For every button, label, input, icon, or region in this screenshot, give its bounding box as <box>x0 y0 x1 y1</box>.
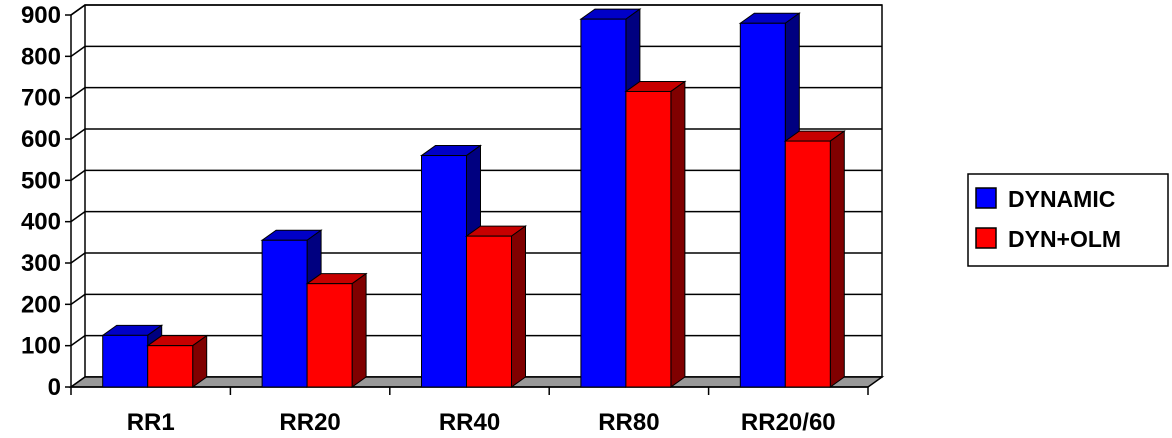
bar-front <box>784 140 831 388</box>
bar-front <box>466 235 512 388</box>
legend-label: DYNAMIC <box>1008 186 1115 212</box>
bar-side <box>829 130 845 388</box>
x-tick-label: RR1 <box>127 409 175 436</box>
x-tick-label: RR80 <box>598 409 659 436</box>
y-tick-label: 500 <box>21 167 61 194</box>
bar-dyn-olm-rr20 <box>305 272 368 388</box>
bar-dyn-olm-rr80 <box>624 80 687 388</box>
bar-front <box>625 90 672 388</box>
bar-front <box>580 18 627 388</box>
y-tick-label: 300 <box>21 250 61 277</box>
side-gridline <box>70 45 86 57</box>
side-gridline <box>70 87 86 99</box>
legend-swatch <box>975 187 997 209</box>
bar-side <box>511 225 526 388</box>
x-tick-label: RR20/60 <box>741 409 836 436</box>
side-gridline <box>70 252 86 264</box>
bar-front <box>261 239 308 388</box>
bar-front <box>421 155 467 388</box>
y-tick-label: 700 <box>21 85 61 112</box>
y-tick-label: 400 <box>21 209 61 236</box>
legend-swatch <box>975 227 997 249</box>
bars <box>101 8 846 388</box>
x-tick-label: RR40 <box>439 409 500 436</box>
side-gridline <box>70 128 86 140</box>
bar-dyn-olm-rr40 <box>464 225 528 388</box>
side-gridline <box>70 211 86 223</box>
side-gridline <box>70 335 86 347</box>
y-tick-label: 100 <box>21 333 61 360</box>
bar-front <box>102 334 149 388</box>
bar-dyn-olm-rr1 <box>146 334 209 388</box>
y-tick-label: 0 <box>48 374 61 401</box>
bar-front <box>147 345 194 388</box>
x-tick-label: RR20 <box>279 409 340 436</box>
legend-label: DYN+OLM <box>1008 226 1121 252</box>
x-tick-labels: RR1 RR20 RR40 RR80 RR20/60 <box>127 409 836 436</box>
y-tick-label: 200 <box>21 291 61 318</box>
bar-side <box>351 272 367 388</box>
y-axis-top <box>70 4 86 16</box>
y-tick-label: 600 <box>21 126 61 153</box>
y-tick-labels: 0 100 200 300 400 500 600 700 800 900 <box>21 2 61 401</box>
bar-dyn-olm-rr20-60 <box>783 130 846 388</box>
side-gridline <box>70 293 86 305</box>
bar-dynamic-rr20-60 <box>738 12 801 388</box>
bar-front <box>739 22 786 388</box>
side-gridline <box>70 169 86 181</box>
bar-side <box>670 80 686 388</box>
legend-box <box>967 173 1169 267</box>
y-tick-label: 900 <box>21 2 61 29</box>
legend: DYNAMIC DYN+OLM <box>967 173 1169 267</box>
y-tick-label: 800 <box>21 43 61 70</box>
bar-front <box>306 283 353 388</box>
